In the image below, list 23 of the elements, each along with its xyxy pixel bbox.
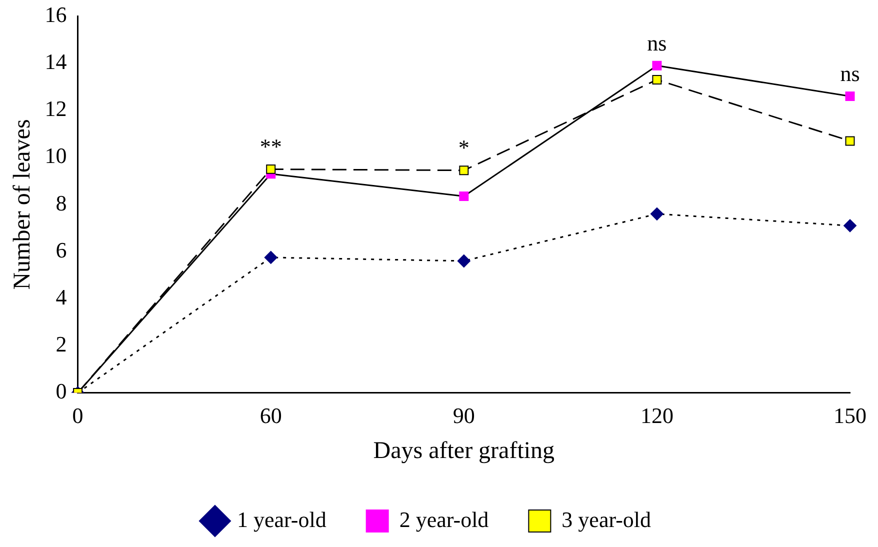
y-tick-label: 14 (44, 49, 67, 74)
y-tick-label: 16 (44, 2, 67, 27)
y-tick-label: 0 (56, 378, 67, 404)
legend-label: 3 year-old (562, 506, 652, 532)
x-tick-label: 0 (72, 402, 84, 428)
x-axis-title: Days after grafting (373, 438, 555, 464)
y-axis-title: Number of leaves (10, 119, 36, 290)
y-tick-label: 6 (56, 237, 67, 262)
y-tick-label: 12 (44, 96, 67, 122)
annotation: ns (840, 61, 860, 86)
annotation: * (458, 135, 470, 160)
x-tick-label: 150 (834, 402, 866, 428)
legend-label: 1 year-old (236, 506, 326, 532)
y-tick-label: 4 (56, 284, 67, 310)
annotation: ns (647, 30, 667, 56)
annotation: ** (260, 134, 282, 159)
x-tick-label: 90 (452, 402, 475, 428)
y-tick-label: 8 (56, 190, 67, 216)
y-tick-label: 2 (56, 332, 67, 357)
x-tick-label: 60 (260, 402, 282, 428)
legend-label: 2 year-old (399, 506, 489, 532)
y-tick-label: 10 (44, 143, 67, 168)
x-tick-label: 120 (640, 402, 674, 428)
